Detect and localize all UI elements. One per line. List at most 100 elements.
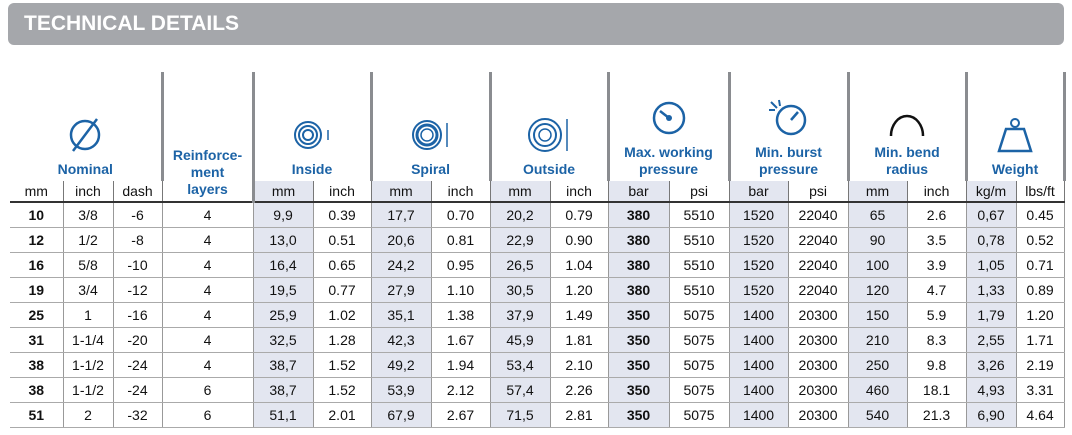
table-cell: 49,2 [371, 352, 432, 378]
table-cell: 2.67 [431, 402, 491, 428]
group-icon [997, 118, 1033, 153]
group-icon [411, 120, 448, 150]
table-cell: 27,9 [371, 277, 432, 303]
group-icon [294, 121, 329, 149]
table-cell: 2.6 [907, 202, 967, 228]
table-cell: 22040 [788, 277, 849, 303]
table-cell: -24 [113, 352, 163, 378]
sub-header: kg/m [966, 181, 1017, 203]
table-cell: 16 [10, 252, 64, 278]
table-cell: 0.79 [550, 202, 609, 228]
table-cell: 2,55 [966, 327, 1017, 353]
sub-header: mm [253, 181, 314, 203]
table-cell: 31 [10, 327, 64, 353]
table-cell: 3,26 [966, 352, 1017, 378]
table-cell: 51 [10, 402, 64, 428]
table-cell: 100 [848, 252, 908, 278]
table-cell: 120 [848, 277, 908, 303]
table-cell: 0.65 [313, 252, 372, 278]
table-cell: 71,5 [490, 402, 551, 428]
sub-header: inch [431, 181, 491, 203]
table-cell: 25 [10, 302, 64, 328]
table-cell: 350 [608, 377, 670, 403]
table-cell: 5075 [669, 402, 730, 428]
table-cell: 26,5 [490, 252, 551, 278]
sub-header: bar [608, 181, 670, 203]
table-cell: 38,7 [253, 352, 314, 378]
table-cell: 5/8 [63, 252, 114, 278]
table-cell: 1.20 [1016, 302, 1065, 328]
table-cell: 380 [608, 202, 670, 228]
group-header: Nominal [10, 72, 164, 181]
table-cell: 0,67 [966, 202, 1017, 228]
table-cell: 4 [162, 252, 254, 278]
table-cell: 2 [63, 402, 114, 428]
table-cell: 1400 [729, 402, 789, 428]
table-cell: 2.10 [550, 352, 609, 378]
table-cell: 18.1 [907, 377, 967, 403]
table-cell: 1-1/4 [63, 327, 114, 353]
table-cell: 21.3 [907, 402, 967, 428]
table-cell: 5510 [669, 202, 730, 228]
table-cell: 4 [162, 327, 254, 353]
table-cell: 1520 [729, 202, 789, 228]
table-cell: 0.90 [550, 227, 609, 253]
table-cell: 6 [162, 377, 254, 403]
table-cell: 1 [63, 302, 114, 328]
table-cell: 5.9 [907, 302, 967, 328]
table-cell: 4,93 [966, 377, 1017, 403]
table-cell: 24,2 [371, 252, 432, 278]
table-cell: 4 [162, 352, 254, 378]
table-cell: 1520 [729, 227, 789, 253]
section-header: TECHNICAL DETAILS [8, 3, 1064, 45]
table-cell: 57,4 [490, 377, 551, 403]
table-cell: 0.95 [431, 252, 491, 278]
table-cell: 22040 [788, 252, 849, 278]
table-cell: 350 [608, 352, 670, 378]
group-label: Outside [522, 161, 576, 177]
table-cell: 3/8 [63, 202, 114, 228]
table-cell: 10 [10, 202, 64, 228]
table-cell: 3.31 [1016, 377, 1065, 403]
group-label: Weight [991, 161, 1039, 177]
sub-header: mm [371, 181, 432, 203]
table-cell: 0.51 [313, 227, 372, 253]
table-cell: 3.9 [907, 252, 967, 278]
table-cell: 380 [608, 252, 670, 278]
table-cell: 20300 [788, 377, 849, 403]
table-cell: 5075 [669, 302, 730, 328]
table-cell: 13,0 [253, 227, 314, 253]
table-cell: 210 [848, 327, 908, 353]
table-cell: 380 [608, 277, 670, 303]
sub-header: inch [63, 181, 114, 203]
table-cell: 1.02 [313, 302, 372, 328]
table-cell: 1.10 [431, 277, 491, 303]
table-cell: 22,9 [490, 227, 551, 253]
table-cell: 0.52 [1016, 227, 1065, 253]
table-cell: 4 [162, 277, 254, 303]
spec-table: Nominal Reinforce- ment layers Inside Spira… [10, 72, 1066, 428]
table-cell: 1400 [729, 302, 789, 328]
group-icon [528, 118, 568, 152]
group-label: Inside [291, 161, 333, 177]
sub-header: inch [907, 181, 967, 203]
table-cell: 9,9 [253, 202, 314, 228]
table-cell: 5075 [669, 352, 730, 378]
sub-header: lbs/ft [1016, 181, 1065, 203]
table-cell: 150 [848, 302, 908, 328]
table-cell: 19 [10, 277, 64, 303]
table-cell: 19,5 [253, 277, 314, 303]
table-cell: 2.81 [550, 402, 609, 428]
table-cell: 380 [608, 227, 670, 253]
table-cell: 67,9 [371, 402, 432, 428]
table-cell: 0,78 [966, 227, 1017, 253]
sub-header: bar [729, 181, 789, 203]
table-cell: 4.7 [907, 277, 967, 303]
table-cell: 1.04 [550, 252, 609, 278]
group-label: Min. burst pressure [755, 144, 822, 177]
table-cell: 1400 [729, 377, 789, 403]
table-cell: 22040 [788, 202, 849, 228]
table-cell: 1-1/2 [63, 352, 114, 378]
group-icon [652, 101, 685, 135]
group-label: Max. working pressure [624, 144, 713, 177]
